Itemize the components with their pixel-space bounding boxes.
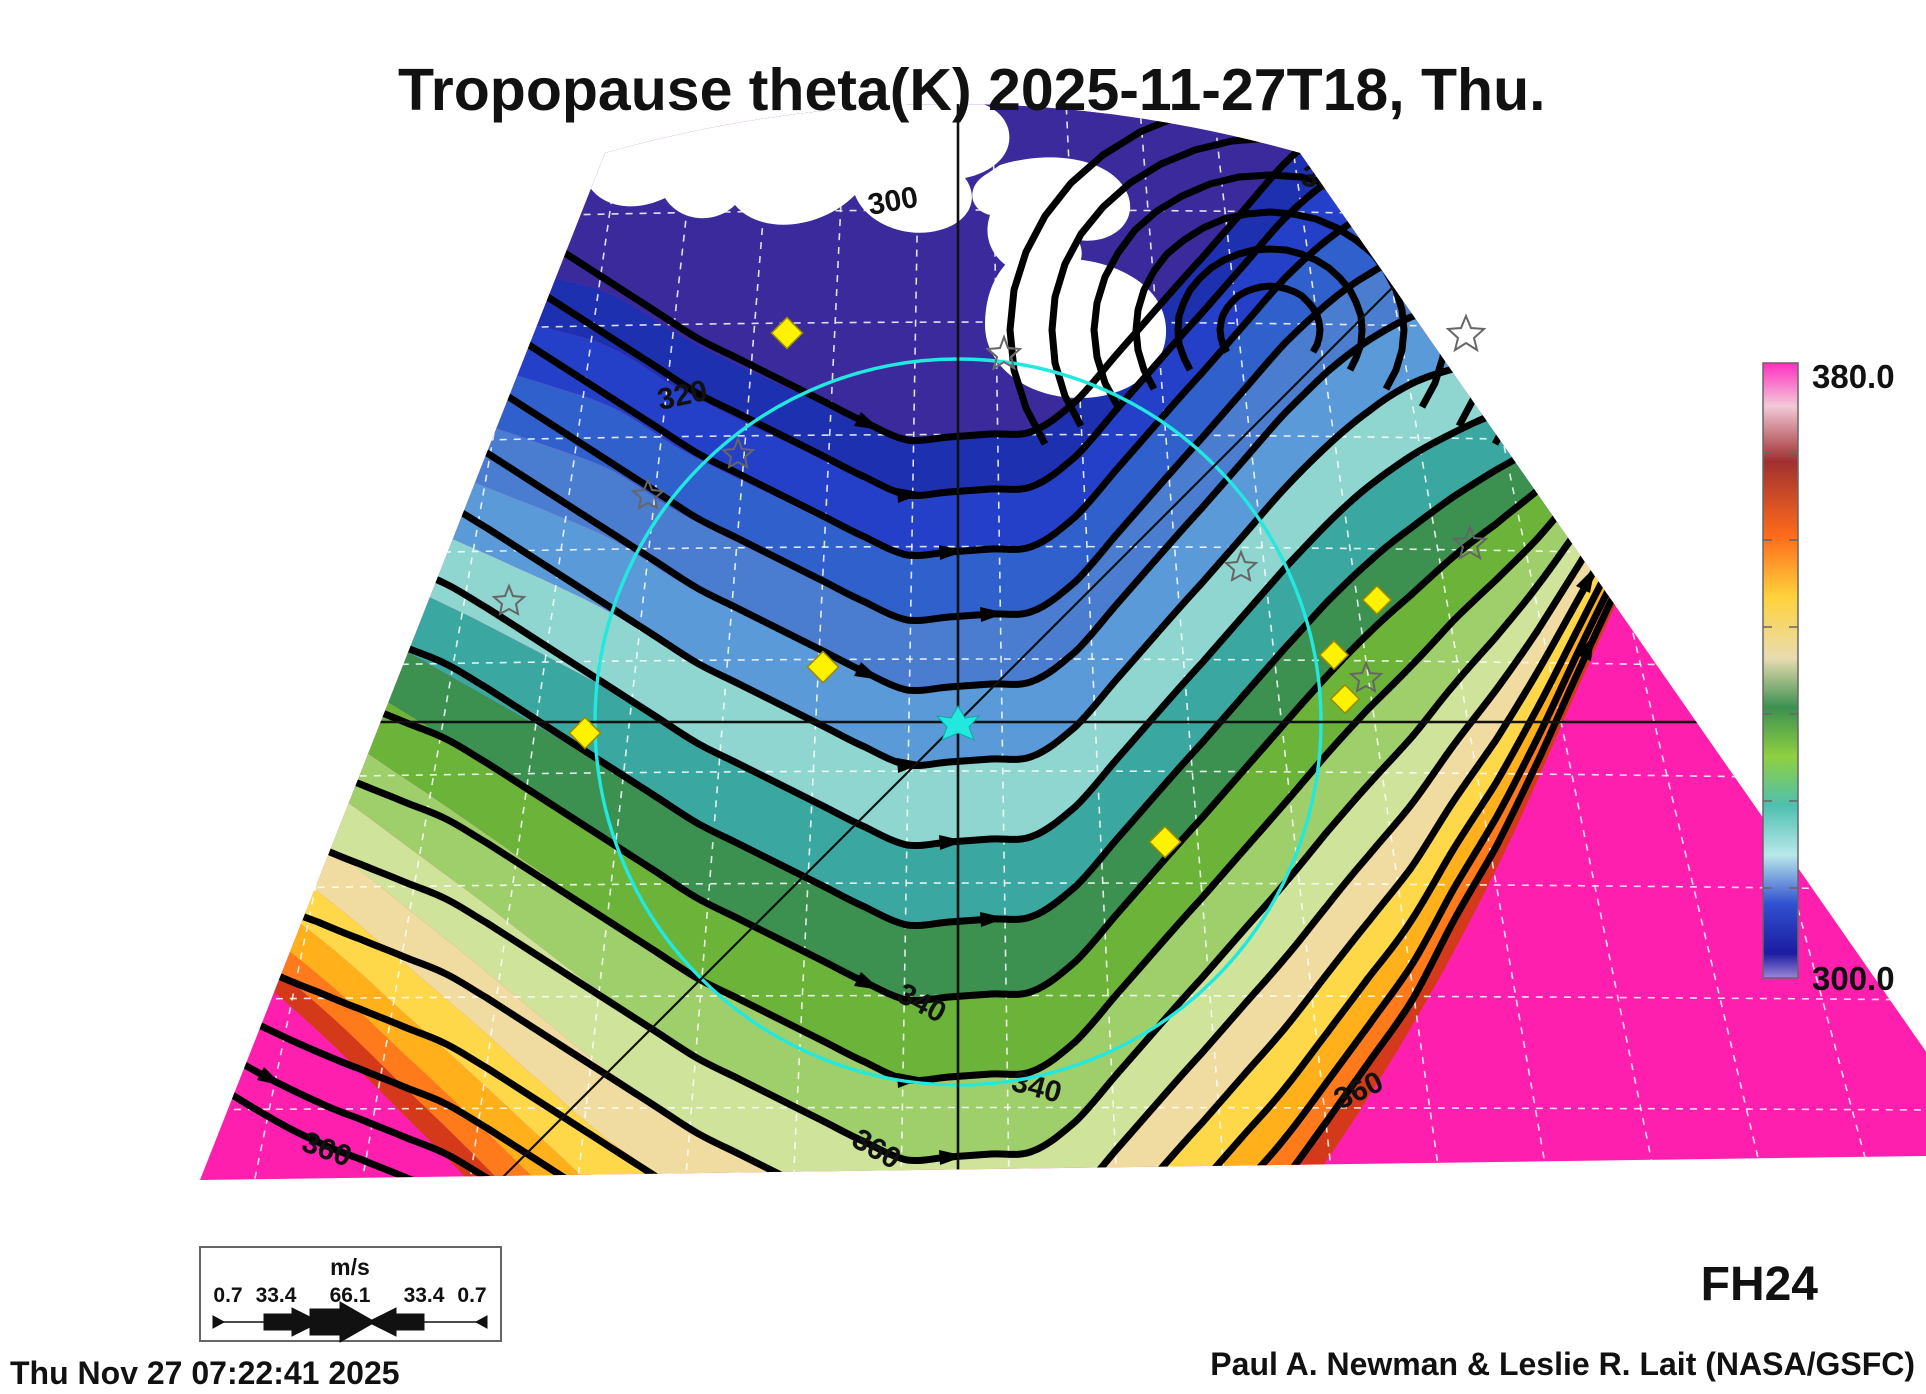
- svg-text:m/s: m/s: [330, 1254, 370, 1280]
- svg-text:66.1: 66.1: [330, 1284, 371, 1307]
- svg-text:33.4: 33.4: [256, 1284, 297, 1307]
- svg-text:0.7: 0.7: [457, 1284, 486, 1307]
- svg-text:380.0: 380.0: [1812, 358, 1895, 395]
- svg-text:380: 380: [934, 1195, 990, 1255]
- svg-text:Paul A. Newman & Leslie R. Lai: Paul A. Newman & Leslie R. Lait (NASA/GS…: [1210, 1346, 1915, 1382]
- svg-text:33.4: 33.4: [404, 1284, 445, 1307]
- svg-text:FH24: FH24: [1701, 1258, 1819, 1311]
- svg-text:Tropopause theta(K) 2025-11-27: Tropopause theta(K) 2025-11-27T18, Thu.: [398, 57, 1546, 123]
- svg-text:Thu Nov 27 07:22:41 2025: Thu Nov 27 07:22:41 2025: [10, 1355, 400, 1391]
- svg-text:0.7: 0.7: [213, 1284, 242, 1307]
- svg-text:300.0: 300.0: [1812, 960, 1895, 997]
